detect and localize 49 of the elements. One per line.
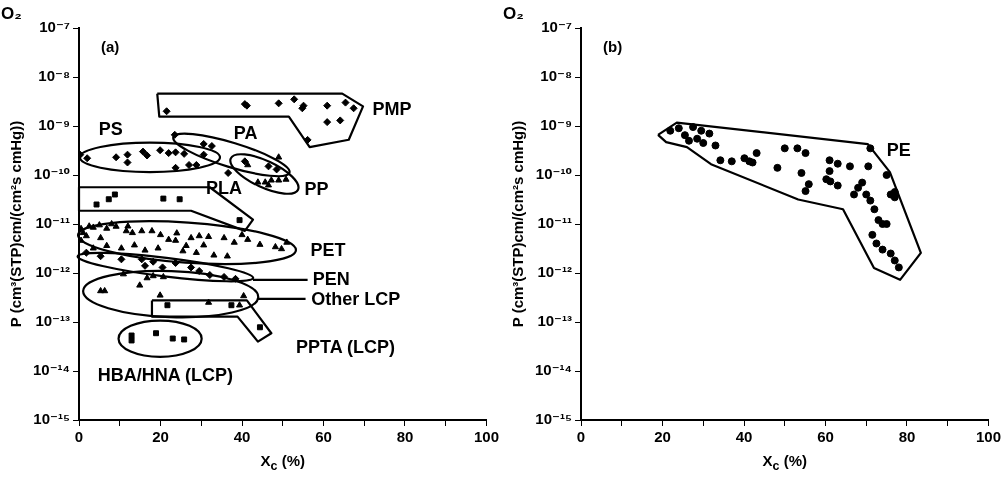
- annotation: PMP: [372, 99, 412, 120]
- annotation: (b): [603, 37, 623, 55]
- annotation: PP: [304, 179, 329, 200]
- x-tick-label: 60: [315, 428, 332, 446]
- annotation: HBA/HNA (LCP): [97, 364, 234, 385]
- y-tick-label: 10⁻¹⁵: [33, 410, 71, 428]
- x-tick-label: 20: [654, 428, 671, 446]
- y-tick-label: 10⁻¹³: [537, 312, 573, 330]
- y-tick-label: 10⁻⁸: [38, 67, 71, 85]
- annotation: Other LCP: [311, 288, 401, 309]
- y-tick-label: 10⁻¹²: [537, 263, 573, 281]
- y-axis-title: P (cm³(STP)cm/(cm²s cmHg)): [509, 120, 527, 328]
- y-tick-label: 10⁻¹⁵: [535, 410, 573, 428]
- y-tick-label: 10⁻¹³: [35, 312, 71, 330]
- y-tick-label: 10⁻⁹: [540, 116, 573, 134]
- x-axis-title: X$_{c}$ (%): [259, 452, 306, 473]
- y-tick-label: 10⁻⁷: [541, 18, 573, 36]
- x-axis-title: X$_{c}$ (%): [761, 452, 808, 473]
- annotation: PS: [98, 118, 123, 139]
- annotation: PET: [310, 239, 346, 260]
- x-tick-label: 80: [396, 428, 414, 446]
- y-tick-label: 10⁻⁸: [540, 67, 573, 85]
- y-tick-label: 10⁻¹⁴: [534, 361, 573, 379]
- x-tick-label: 0: [74, 428, 84, 446]
- x-tick-label: 40: [735, 428, 753, 446]
- x-tick-label: 40: [233, 428, 251, 446]
- annotation: (a): [101, 37, 120, 55]
- annotation: PLA: [206, 178, 243, 199]
- y-tick-label: 10⁻¹¹: [35, 214, 71, 232]
- x-tick-label: 80: [898, 428, 916, 446]
- y-tick-label: 10⁻¹²: [35, 263, 71, 281]
- annotation: PEN: [312, 268, 350, 289]
- chart-title: O₂: [503, 4, 524, 24]
- y-tick-label: 10⁻¹⁰: [33, 165, 71, 183]
- y-tick-label: 10⁻⁷: [39, 18, 71, 36]
- y-tick-label: 10⁻⁹: [38, 116, 71, 134]
- annotation: PPTA (LCP): [296, 337, 395, 358]
- y-tick-label: 10⁻¹¹: [537, 214, 573, 232]
- x-tick-label: 0: [576, 428, 586, 446]
- y-axis-title: P (cm³(STP)cm/(cm²s cmHg)): [7, 120, 25, 328]
- x-tick-label: 20: [152, 428, 169, 446]
- x-tick-label: 100: [975, 428, 1001, 446]
- y-tick-label: 10⁻¹⁴: [32, 361, 71, 379]
- y-tick-label: 10⁻¹⁰: [535, 165, 573, 183]
- chart-title: O₂: [1, 4, 22, 24]
- x-tick-label: 60: [817, 428, 834, 446]
- annotation: PA: [233, 122, 258, 143]
- annotation: PE: [886, 140, 911, 161]
- x-tick-label: 100: [473, 428, 499, 446]
